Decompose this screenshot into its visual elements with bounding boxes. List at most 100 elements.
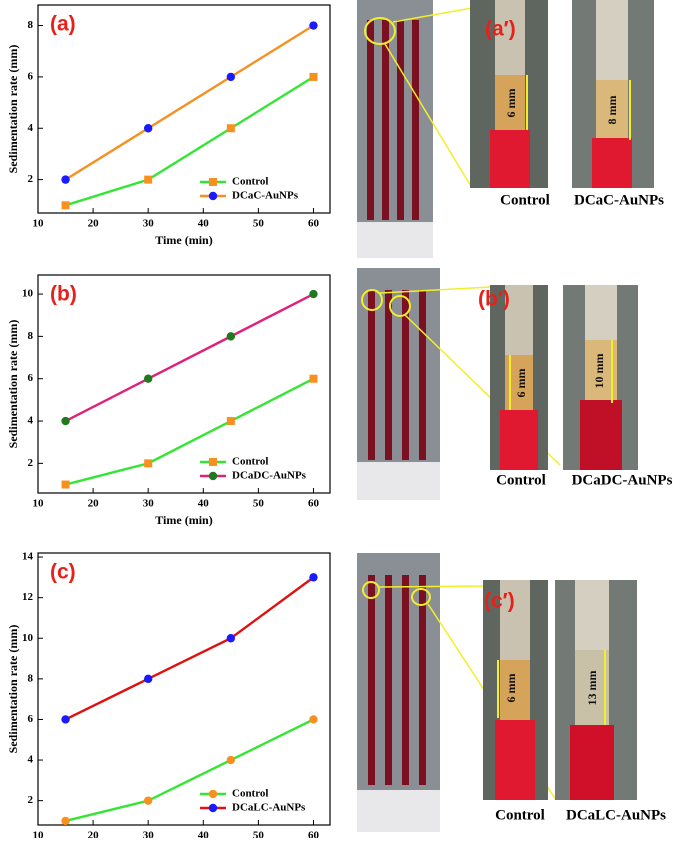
legend-label: DCaDC-AuNPs [232,470,307,482]
measure-label: 6 mm [504,674,518,703]
legend-label: DCaLC-AuNPs [232,802,306,814]
caption: Control [496,472,546,488]
marker [143,796,153,805]
plot-frame [37,552,331,826]
y-tick-label: 10 [22,288,34,300]
series-line [65,718,315,823]
y-tick-label: 2 [28,173,34,185]
legend-label: Control [232,176,268,188]
plot-frame [37,274,331,494]
measure-label: 13 mm [585,671,599,706]
measure-label: 8 mm [605,96,619,125]
plot-frame [37,4,331,214]
x-tick-label: 20 [88,498,100,510]
y-axis-label: Sedimentation rate (mm) [6,320,20,449]
x-tick-label: 30 [143,218,155,230]
panel-label: (a) [50,13,76,36]
y-tick-label: 4 [28,415,34,427]
y-tick-label: 4 [28,122,34,134]
marker [61,201,70,210]
marker [226,332,236,341]
panel-label: (b) [50,283,77,306]
marker [61,816,70,826]
series-line [65,377,315,486]
legend-marker [208,789,218,799]
x-tick-label: 60 [308,218,320,230]
legend-marker [208,471,218,481]
marker [226,755,236,765]
y-tick-label: 8 [28,19,34,31]
y-tick-label: 6 [28,70,34,82]
series-line [65,75,315,207]
y-tick-label: 12 [22,591,34,603]
marker [226,417,235,426]
y-tick-label: 8 [28,330,34,342]
x-tick-label: 20 [88,830,100,838]
legend-marker [209,458,217,466]
chart: 10 20 30 40 50 60 2 4 6 8 10 Time (min) Sedimentatio… [6,274,331,527]
marker [143,374,153,383]
x-axis-label: Time (min) [155,513,212,527]
marker [144,175,153,184]
marker [226,124,235,133]
y-tick-label: 6 [28,372,34,384]
x-tick-label: 40 [198,498,210,510]
series-line [65,576,315,721]
photo-panel: (b′) 6 mm 10 mm Control DCaDC-AuNPs [357,268,673,500]
marker [309,289,318,299]
caption: Control [500,192,550,208]
y-tick-label: 4 [28,754,34,766]
x-axis-label: Time (min) [155,233,212,247]
caption: DCaDC-AuNPs [572,472,673,488]
x-tick-label: 50 [253,498,265,510]
marker [309,374,318,383]
y-axis-label: Sedimentation rate (mm) [6,625,20,754]
x-tick-label: 50 [253,830,265,838]
marker [309,715,318,724]
measure-label: 6 mm [514,369,528,398]
marker [226,634,236,643]
legend-label: Control [232,788,268,800]
marker [143,674,153,684]
measure-label: 6 mm [504,89,518,118]
measure-label: 10 mm [592,354,606,389]
x-tick-label: 10 [33,218,45,230]
chart: 1020304050602468101214Time (min)Sediment… [6,551,331,842]
x-tick-label: 40 [198,830,210,838]
panel-label: (b′) [478,288,510,311]
legend-marker [209,178,217,186]
y-tick-label: 8 [28,672,34,684]
y-tick-label: 14 [22,551,34,563]
x-tick-label: 30 [143,498,155,510]
y-axis-label: Sedimentation rate (mm) [6,45,20,174]
marker [61,175,70,184]
x-tick-label: 20 [88,218,100,230]
x-tick-label: 60 [308,498,320,510]
x-tick-label: 50 [253,218,265,230]
panel-label: (c) [50,561,76,584]
y-tick-label: 2 [28,794,34,806]
legend-marker [208,803,218,813]
rack-base [357,462,440,500]
y-tick-label: 2 [28,457,34,469]
series-line [64,24,315,181]
marker [143,124,153,133]
x-tick-label: 40 [198,218,210,230]
rack-base [357,790,440,832]
panel-label: (a′) [485,18,516,41]
panel-label: (c′) [484,590,515,613]
legend-marker [208,191,218,201]
marker [144,459,153,468]
marker [61,715,70,724]
caption: DCaC-AuNPs [574,192,664,208]
caption: DCaLC-AuNPs [566,807,666,823]
marker [309,72,318,81]
y-tick-label: 10 [22,632,34,644]
x-tick-label: 60 [308,830,320,838]
photo-panel: (c′) 6 mm 13 mm Control DCaLC-AuNPs [357,553,666,832]
legend-label: DCaC-AuNPs [232,190,299,202]
x-tick-label: 30 [143,830,155,838]
marker [309,573,318,582]
